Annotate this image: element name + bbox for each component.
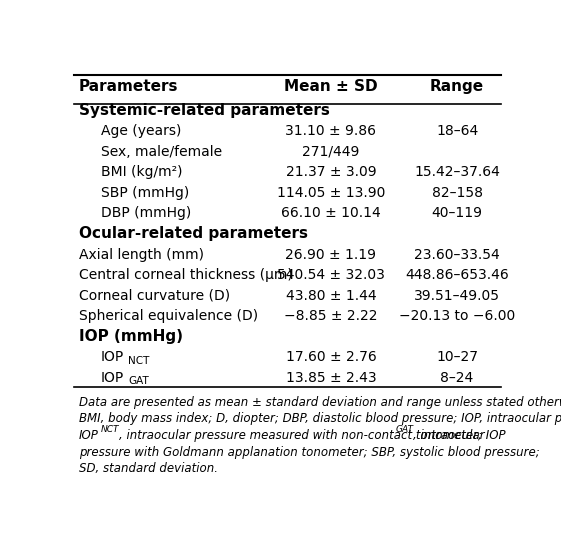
Text: 540.54 ± 32.03: 540.54 ± 32.03 [277,268,385,282]
Text: IOP (mmHg): IOP (mmHg) [79,329,183,345]
Text: Range: Range [430,79,484,94]
Text: Ocular-related parameters: Ocular-related parameters [79,226,308,241]
Text: pressure with Goldmann applanation tonometer; SBP, systolic blood pressure;: pressure with Goldmann applanation tonom… [79,446,540,458]
Text: Age (years): Age (years) [100,124,181,138]
Text: Spherical equivalence (D): Spherical equivalence (D) [79,309,258,323]
Text: , intraocular: , intraocular [413,429,484,442]
Text: IOP: IOP [79,429,99,442]
Text: 271/449: 271/449 [302,145,360,159]
Text: 21.37 ± 3.09: 21.37 ± 3.09 [286,165,376,179]
Text: 31.10 ± 9.86: 31.10 ± 9.86 [286,124,376,138]
Text: BMI (kg/m²): BMI (kg/m²) [100,165,182,179]
Text: 114.05 ± 13.90: 114.05 ± 13.90 [277,186,385,200]
Text: −20.13 to −6.00: −20.13 to −6.00 [399,309,515,323]
Text: GAT: GAT [396,425,413,434]
Text: IOP: IOP [100,371,124,385]
Text: Parameters: Parameters [79,79,178,94]
Text: Mean ± SD: Mean ± SD [284,79,378,94]
Text: 26.90 ± 1.19: 26.90 ± 1.19 [286,247,376,261]
Text: 15.42–37.64: 15.42–37.64 [414,165,500,179]
Text: NCT: NCT [101,425,119,434]
Text: GAT: GAT [128,376,149,387]
Text: BMI, body mass index; D, diopter; DBP, diastolic blood pressure; IOP, intraocula: BMI, body mass index; D, diopter; DBP, d… [79,413,561,426]
Text: −8.85 ± 2.22: −8.85 ± 2.22 [284,309,378,323]
Text: DBP (mmHg): DBP (mmHg) [100,206,191,220]
Text: SD, standard deviation.: SD, standard deviation. [79,462,218,475]
Text: Data are presented as mean ± standard deviation and range unless stated otherwis: Data are presented as mean ± standard de… [79,396,561,409]
Text: Central corneal thickness (μm): Central corneal thickness (μm) [79,268,293,282]
Text: Corneal curvature (D): Corneal curvature (D) [79,289,230,303]
Text: Systemic-related parameters: Systemic-related parameters [79,103,330,118]
Text: Axial length (mm): Axial length (mm) [79,247,204,261]
Text: 39.51–49.05: 39.51–49.05 [414,289,500,303]
Text: 82–158: 82–158 [431,186,482,200]
Text: SBP (mmHg): SBP (mmHg) [100,186,189,200]
Text: 43.80 ± 1.44: 43.80 ± 1.44 [286,289,376,303]
Text: 17.60 ± 2.76: 17.60 ± 2.76 [286,350,376,365]
Text: 8–24: 8–24 [440,371,473,385]
Text: 10–27: 10–27 [436,350,478,365]
Text: IOP: IOP [100,350,124,365]
Text: 18–64: 18–64 [436,124,478,138]
Text: NCT: NCT [128,356,149,366]
Text: 448.86–653.46: 448.86–653.46 [405,268,509,282]
Text: 40–119: 40–119 [431,206,482,220]
Text: 66.10 ± 10.14: 66.10 ± 10.14 [281,206,381,220]
Text: , intraocular pressure measured with non-contact tonometer; IOP: , intraocular pressure measured with non… [119,429,505,442]
Text: Sex, male/female: Sex, male/female [100,145,222,159]
Text: 23.60–33.54: 23.60–33.54 [414,247,500,261]
Text: 13.85 ± 2.43: 13.85 ± 2.43 [286,371,376,385]
